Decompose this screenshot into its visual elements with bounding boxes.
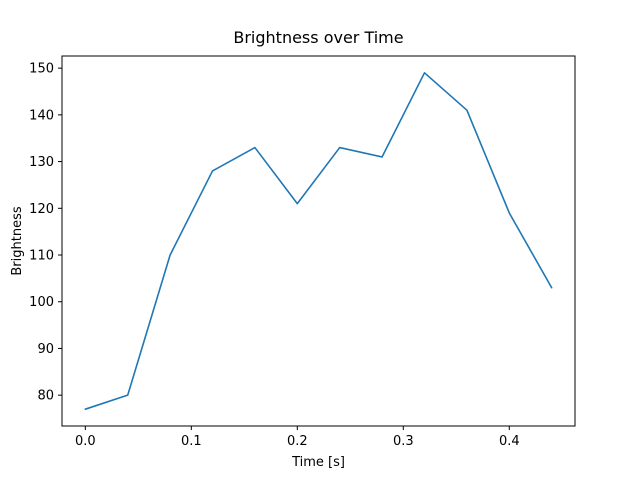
y-tick-label: 90 [37,342,54,357]
y-tick-label: 140 [29,108,54,123]
y-axis-label: Brightness [10,206,25,275]
x-tick-label: 0.2 [287,434,308,449]
y-tick-label: 150 [29,62,54,77]
y-tick-label: 100 [29,295,54,310]
y-tick-label: 120 [29,202,54,217]
x-tick-label: 0.0 [75,434,96,449]
x-tick-label: 0.4 [499,434,520,449]
plot-border [61,55,576,427]
x-tick-label: 0.1 [181,434,202,449]
x-tick-label: 0.3 [393,434,414,449]
series-line-brightness [84,72,553,410]
chart-title: Brightness over Time [233,28,403,47]
y-tick-label: 110 [29,249,54,264]
x-axis-label: Time [s] [291,455,345,470]
y-tick-label: 130 [29,155,54,170]
y-tick-label: 80 [37,389,54,404]
